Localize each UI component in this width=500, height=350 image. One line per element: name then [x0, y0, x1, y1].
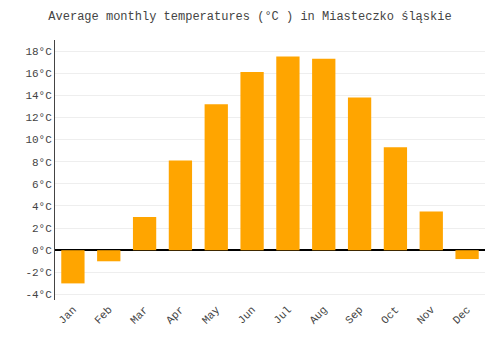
svg-text:6°C: 6°C: [32, 179, 52, 191]
svg-text:Feb: Feb: [92, 304, 114, 326]
svg-text:Jun: Jun: [236, 304, 258, 326]
svg-text:Aug: Aug: [307, 304, 329, 326]
svg-text:Dec: Dec: [451, 304, 473, 326]
svg-text:May: May: [200, 304, 223, 327]
svg-text:-4°C: -4°C: [25, 289, 52, 301]
svg-text:4°C: 4°C: [32, 201, 52, 213]
svg-text:Sep: Sep: [343, 304, 365, 326]
svg-text:Mar: Mar: [128, 304, 150, 326]
svg-text:-2°C: -2°C: [25, 267, 52, 279]
svg-text:12°C: 12°C: [25, 112, 52, 124]
svg-text:10°C: 10°C: [25, 134, 52, 146]
svg-text:Nov: Nov: [415, 304, 438, 327]
svg-text:16°C: 16°C: [25, 68, 52, 80]
svg-text:Oct: Oct: [379, 304, 401, 326]
svg-text:14°C: 14°C: [25, 90, 52, 102]
svg-text:Average monthly temperatures (: Average monthly temperatures (°C ) in Mi…: [48, 10, 451, 24]
svg-text:0°C: 0°C: [32, 245, 52, 257]
svg-text:Jan: Jan: [56, 304, 78, 326]
svg-text:8°C: 8°C: [32, 157, 52, 169]
svg-text:2°C: 2°C: [32, 223, 52, 235]
svg-text:18°C: 18°C: [25, 46, 52, 58]
svg-text:Apr: Apr: [164, 304, 186, 326]
svg-text:Jul: Jul: [271, 304, 293, 326]
